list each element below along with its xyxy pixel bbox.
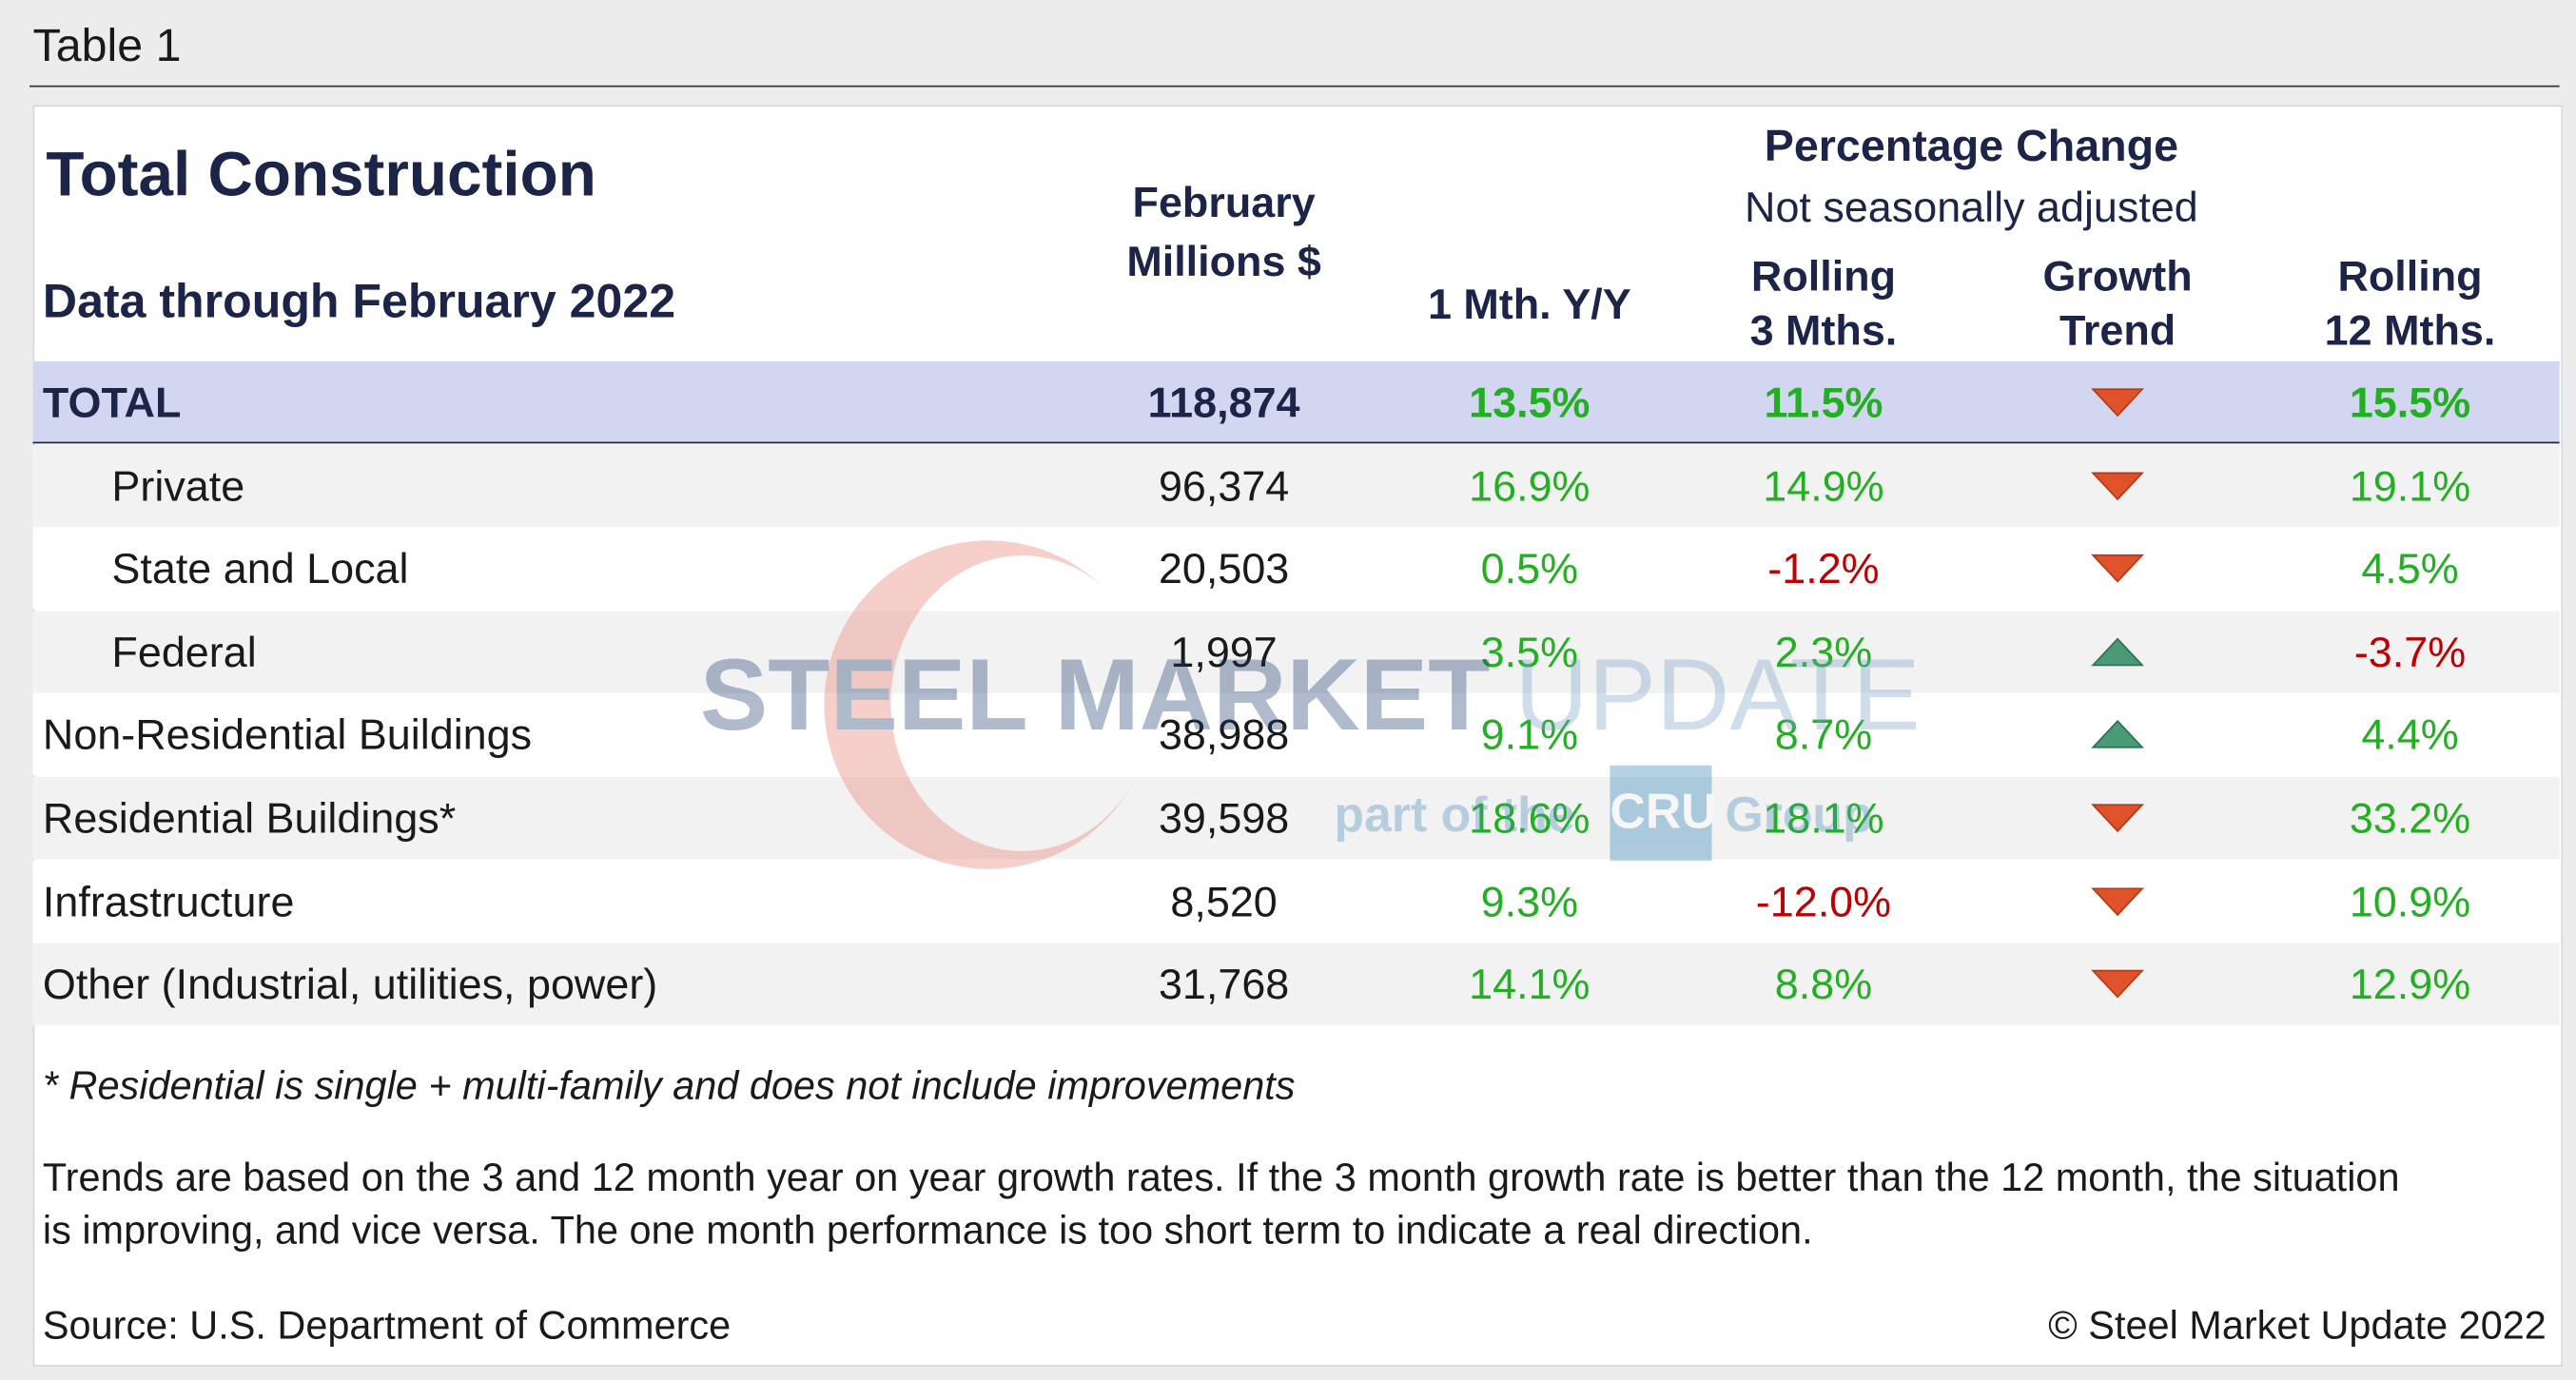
row-label: Non-Residential Buildings [42,709,533,760]
row-label: Federal [111,627,257,677]
trend-arrow-shape [2091,554,2145,583]
cell-percent: 9.3% [1480,876,1578,926]
table-row: State and Local 20,503 0.5% -1.2% 4.5% [32,527,2560,611]
cell-percent: -1.2% [1767,543,1880,593]
cell-percent: 4.4% [2361,709,2459,760]
cell-value: 31,768 [1158,959,1290,1009]
trend-arrow [2091,388,2145,418]
cell-percent: 10.9% [2349,876,2471,926]
subtitle: Data through February 2022 [42,276,676,329]
column-header: 3 Mths. [1749,305,1898,356]
cell-percent: 11.5% [1764,378,1883,428]
cell-percent: 18.1% [1763,793,1884,843]
column-header: 1 Mth. Y/Y [1427,279,1631,329]
note: is improving, and vice versa. The one mo… [42,1209,1813,1254]
trend-arrow [2091,804,2145,833]
table-row: TOTAL 118,874 13.5% 11.5% 15.5% [32,360,2560,443]
cell-percent: 14.1% [1469,959,1590,1009]
trend-arrow [2091,720,2145,749]
trend-arrow-shape [2091,886,2145,916]
cell-percent: 33.2% [2349,793,2471,843]
cell-percent: 14.9% [1763,460,1884,511]
table-row: Non-Residential Buildings 38,988 9.1% 8.7% 4… [32,693,2560,776]
cell-value: 38,988 [1158,709,1290,760]
trend-arrow-shape [2091,471,2145,500]
trend-arrow-shape [2091,804,2145,833]
cell-percent: 3.5% [1480,627,1578,677]
cell-percent: 15.5% [2349,378,2471,428]
cell-percent: -3.7% [2353,627,2467,677]
column-header: Rolling [1750,251,1897,301]
cell-value: 1,997 [1170,627,1278,677]
cell-value: 96,374 [1158,460,1290,511]
trend-arrow [2091,970,2145,999]
caption: Table 1 [32,19,182,71]
cell-percent: 8.7% [1774,709,1873,760]
column-header: Millions $ [1126,236,1321,286]
cell-value: 8,520 [1170,876,1278,926]
cell-percent: -12.0% [1755,876,1892,926]
cell-value: 118,874 [1147,378,1300,428]
group-subheader: Not seasonally adjusted [1745,182,2198,232]
cell-percent: 9.1% [1480,709,1578,760]
trend-arrow-shape [2091,720,2145,749]
row-label: TOTAL [42,378,182,428]
title: Total Construction [46,141,596,211]
trend-arrow-shape [2091,637,2145,666]
cell-percent: 16.9% [1469,460,1590,511]
column-header: Rolling [2337,251,2483,301]
cell-percent: 0.5% [1480,543,1578,593]
cell-percent: 12.9% [2349,959,2471,1009]
table-row: Residential Buildings* 39,598 18.6% 18.1% 33… [32,776,2560,860]
rule [29,85,2560,87]
row-label: Private [111,460,245,511]
cell-value: 20,503 [1158,543,1290,593]
row-label: State and Local [111,543,409,593]
trend-arrow-shape [2091,970,2145,999]
column-header: Growth [2042,251,2193,301]
column-header: Trend [2059,305,2176,356]
trend-arrow [2091,886,2145,916]
footnote: * Residential is single + multi-family a… [42,1064,1296,1109]
cell-percent: 18.6% [1469,793,1590,843]
trend-arrow [2091,637,2145,666]
row-label: Residential Buildings* [42,793,457,843]
table-row: Infrastructure 8,520 9.3% -12.0% 10.9% [32,860,2560,943]
row-label: Other (Industrial, utilities, power) [42,959,658,1009]
row-label: Infrastructure [42,876,295,926]
copyright: © Steel Market Update 2022 [2048,1304,2547,1349]
column-header: 12 Mths. [2324,305,2496,356]
note: Trends are based on the 3 and 12 month y… [42,1156,2400,1201]
table-row: Private 96,374 16.9% 14.9% 19.1% [32,444,2560,527]
cell-percent: 19.1% [2349,460,2471,511]
cell-value: 39,598 [1158,793,1290,843]
group-header: Percentage Change [1764,121,2179,171]
column-header: February [1132,177,1316,227]
cell-percent: 4.5% [2361,543,2459,593]
cell-percent: 2.3% [1774,627,1873,677]
cell-percent: 8.8% [1774,959,1873,1009]
source: Source: U.S. Department of Commerce [42,1304,732,1349]
trend-arrow [2091,554,2145,583]
trend-arrow-shape [2091,388,2145,418]
trend-arrow [2091,471,2145,500]
table-row: Other (Industrial, utilities, power) 31,7… [32,943,2560,1025]
cell-percent: 13.5% [1469,378,1590,428]
table-row: Federal 1,997 3.5% 2.3% -3.7% [32,611,2560,693]
